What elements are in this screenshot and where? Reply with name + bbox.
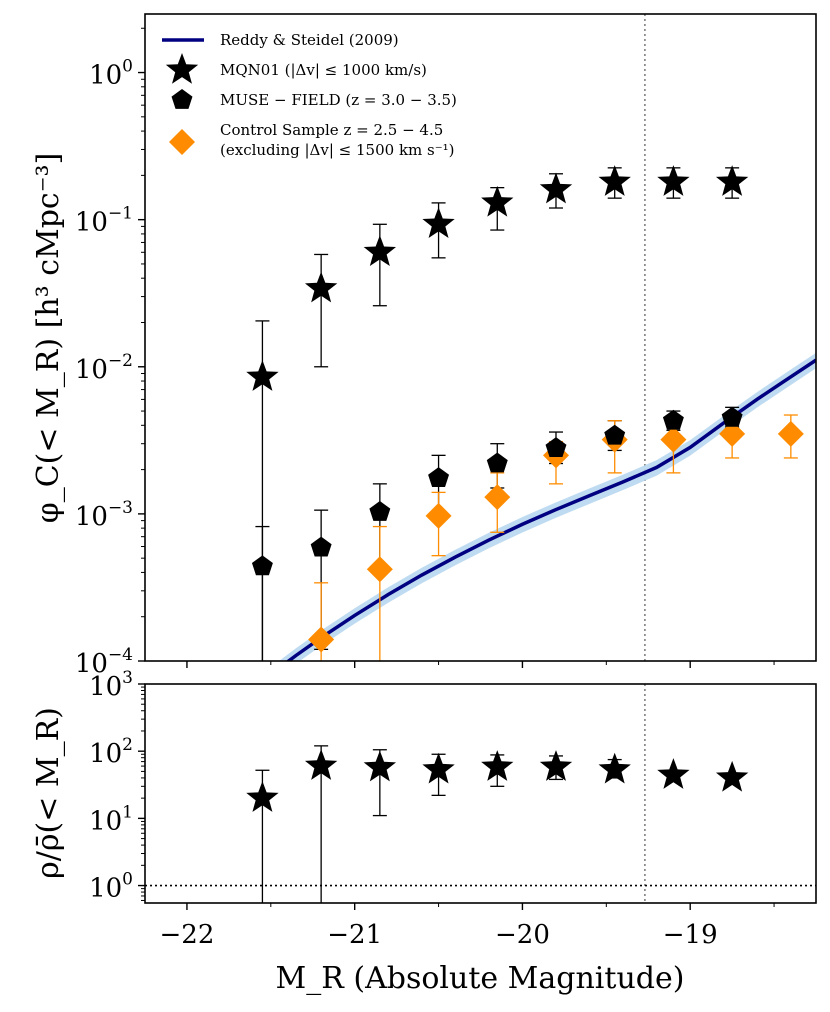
top-point-pentagon	[662, 409, 684, 430]
top-point-diamond	[308, 626, 335, 653]
x-tick-label: −19	[663, 920, 718, 950]
x-tick-label: −22	[160, 920, 215, 950]
top-point-diamond	[366, 556, 393, 583]
top-point-pentagon	[604, 424, 626, 445]
top-point-pentagon	[251, 555, 273, 576]
top-y-axis-title: φ_C(< M_R) [h³ cMpc⁻³]	[31, 153, 66, 524]
top-model-uncertainty-band	[279, 352, 816, 661]
top-y-tick-label: 10−4	[75, 645, 133, 679]
bottom-point-star	[363, 750, 397, 782]
top-point-star	[539, 172, 573, 204]
top-point-pentagon	[369, 501, 391, 521]
bottom-point-star	[481, 750, 514, 781]
bottom-point-star	[246, 781, 279, 812]
bottom-point-star	[598, 752, 631, 784]
top-point-star	[304, 271, 338, 303]
bottom-point-star	[715, 760, 749, 792]
bottom-y-tick-label: 102	[89, 735, 133, 769]
legend-marker-star	[165, 53, 199, 84]
top-y-tick-label: 10−1	[75, 204, 133, 238]
top-point-pentagon	[428, 467, 450, 488]
bottom-y-tick-label: 100	[89, 870, 133, 904]
top-point-pentagon	[721, 406, 743, 427]
top-point-pentagon	[486, 452, 508, 473]
top-panel: 10−4 10−3 10−2 10−1 100	[75, 13, 817, 679]
top-point-pentagon	[310, 536, 332, 557]
x-tick-label: −21	[327, 920, 382, 950]
top-point-star	[598, 165, 631, 196]
top-y-tick-label: 10−3	[75, 498, 133, 532]
bottom-point-star	[422, 752, 455, 784]
top-point-star	[363, 235, 397, 267]
top-point-diamond	[484, 484, 511, 511]
top-point-diamond	[777, 420, 804, 447]
bottom-point-star	[539, 750, 573, 781]
top-point-star	[715, 165, 749, 196]
legend-label-line2: (excluding |Δv| ≤ 1500 km s⁻¹)	[220, 141, 455, 159]
bottom-axes-frame	[144, 683, 817, 904]
bottom-y-axis-title: ρ/ρ̄(< M_R)	[31, 707, 66, 879]
top-y-tick-label: 10−2	[75, 351, 133, 385]
top-point-diamond	[425, 502, 452, 529]
bottom-point-star	[657, 758, 690, 789]
bottom-plot-area	[145, 684, 816, 903]
top-plot-area	[246, 14, 816, 661]
legend: Reddy & Steidel (2009) MQN01 (|Δv| ≤ 1000…	[162, 31, 457, 159]
legend-label: Control Sample z = 2.5 − 4.5	[220, 121, 443, 139]
top-point-diamond	[660, 426, 687, 453]
x-tick-label: −20	[495, 920, 550, 950]
top-point-star	[422, 207, 455, 239]
bottom-y-tick-label: 101	[89, 802, 133, 836]
legend-marker-pentagon	[171, 89, 193, 109]
bottom-point-star	[304, 749, 338, 780]
top-point-diamond	[719, 420, 746, 447]
x-axis-title: M_R (Absolute Magnitude)	[276, 961, 685, 996]
top-axes-frame	[144, 13, 817, 662]
top-point-pentagon	[545, 437, 567, 457]
legend-label: MUSE − FIELD (z = 3.0 − 3.5)	[220, 91, 457, 109]
legend-label: Reddy & Steidel (2009)	[220, 31, 399, 49]
top-point-star	[481, 185, 514, 217]
legend-marker-diamond	[169, 129, 195, 155]
top-point-star	[657, 165, 690, 196]
bottom-y-tick-label: 103	[89, 668, 133, 702]
legend-label: MQN01 (|Δv| ≤ 1000 km/s)	[220, 61, 427, 79]
top-y-tick-label: 100	[89, 57, 133, 91]
top-point-star	[246, 360, 279, 391]
bottom-panel: −22 −21 −20 −19 100 101 102 103	[89, 668, 817, 950]
axis-titles: M_R (Absolute Magnitude) φ_C(< M_R) [h³ c…	[31, 153, 684, 996]
